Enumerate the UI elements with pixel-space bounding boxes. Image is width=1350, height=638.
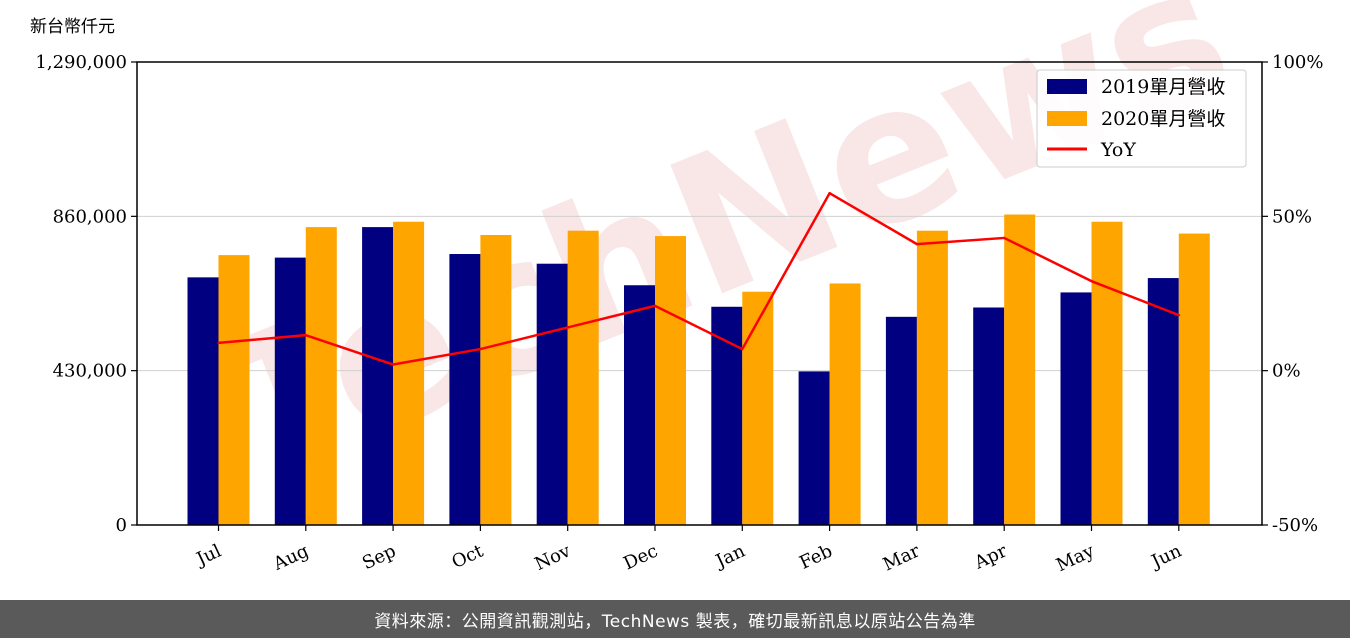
legend: 2019單月營收 2020單月營收 YoY (1036, 69, 1247, 168)
x-tick-label: Aug (269, 540, 312, 575)
yoy-point-feb (828, 191, 831, 195)
x-tick-label: Mar (880, 540, 923, 575)
bars-layer (187, 214, 1210, 526)
yoy-point-oct (479, 347, 482, 351)
x-tick-label: Nov (532, 540, 575, 575)
x-tick-label: Jun (1147, 540, 1186, 573)
bar-2019-may (1060, 292, 1092, 525)
y-axis-unit-label: 新台幣仟元 (30, 17, 115, 37)
bar-2019-aug (274, 257, 306, 525)
yoy-point-dec (653, 304, 657, 308)
legend-label-yoy: YoY (1100, 139, 1136, 161)
yoy-point-jun (1177, 313, 1181, 317)
bar-2020-jan (742, 291, 774, 525)
y-right-tick-label: 50% (1272, 206, 1312, 227)
bar-2019-dec (624, 285, 655, 525)
bar-2020-sep (393, 221, 425, 526)
y-left-tick-label: 430,000 (53, 361, 127, 382)
x-tick-label: Apr (970, 540, 1010, 574)
bar-2019-jun (1147, 278, 1179, 525)
bar-2020-may (1091, 221, 1123, 526)
bar-2020-dec (655, 236, 686, 525)
bar-2019-apr (973, 307, 1005, 525)
x-tick-label: Jul (192, 540, 225, 570)
x-tick-label: Dec (620, 540, 661, 574)
bar-2019-feb (798, 371, 830, 525)
source-footer-text: 資料來源：公開資訊觀測站，TechNews 製表，確切最新訊息以原站公告為準 (374, 611, 976, 632)
yoy-point-nov (566, 326, 569, 329)
x-tick-label: Feb (796, 540, 835, 573)
yoy-point-apr (1003, 236, 1006, 240)
y-right-tick-label: -50% (1272, 515, 1318, 536)
bar-2020-apr (1004, 214, 1036, 525)
yoy-line (218, 191, 1180, 366)
bar-2019-sep (362, 227, 394, 525)
bar-2019-oct (449, 254, 481, 525)
y-right-tick-label: 100% (1272, 52, 1323, 73)
bar-2019-nov (536, 263, 568, 525)
yoy-point-jan (741, 347, 744, 351)
x-tick-label: May (1053, 540, 1098, 576)
legend-label-2019: 2019單月營收 (1101, 76, 1225, 98)
yoy-point-mar (915, 242, 919, 246)
y-left-tick-label: 1,290,000 (35, 52, 127, 73)
line-layer (217, 191, 1181, 366)
bar-2020-feb (829, 283, 861, 525)
legend-label-2020: 2020單月營收 (1101, 108, 1225, 130)
bar-2020-jul (218, 255, 250, 525)
bar-2020-nov (567, 230, 599, 525)
bar-2019-jul (187, 277, 219, 525)
bar-2020-oct (480, 234, 512, 526)
yoy-point-may (1090, 279, 1093, 283)
y-right-tick-label: 0% (1272, 361, 1301, 382)
x-tick-label: Sep (359, 540, 399, 574)
bar-2019-jan (711, 306, 743, 525)
plot-frame (136, 61, 1263, 526)
bar-2020-aug (305, 227, 337, 525)
legend-swatch-2019 (1047, 79, 1087, 94)
source-footer: 資料來源：公開資訊觀測站，TechNews 製表，確切最新訊息以原站公告為準 (0, 600, 1350, 638)
bar-2020-jun (1178, 233, 1210, 526)
bar-2020-mar (916, 230, 948, 525)
yoy-point-jul (217, 341, 220, 345)
x-tick-label: Jan (711, 540, 749, 573)
y-left-tick-label: 860,000 (53, 206, 127, 227)
yoy-point-aug (304, 333, 307, 337)
legend-box (1036, 69, 1247, 168)
yoy-point-sep (391, 363, 395, 366)
chart: TechNews 0430,000860,0001,290,000-50%0%5… (30, 0, 1323, 576)
legend-swatch-2020 (1047, 111, 1087, 126)
x-tick-label: Oct (449, 540, 488, 573)
bar-2019-mar (885, 316, 917, 525)
y-left-tick-label: 0 (116, 515, 127, 536)
